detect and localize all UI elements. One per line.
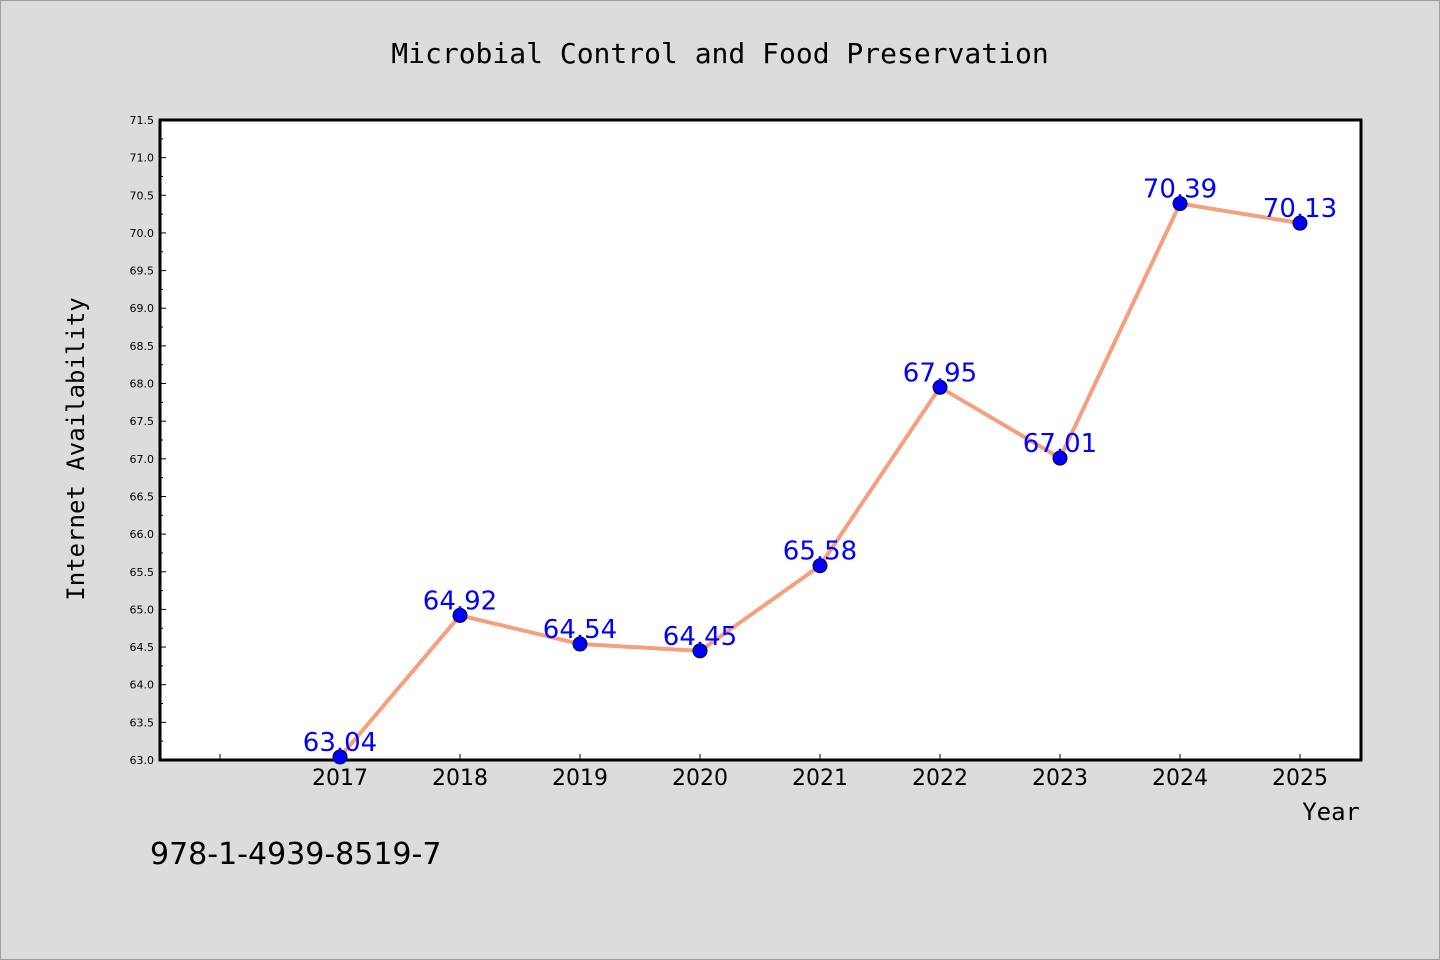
y-tick-label: 66.5 [130, 490, 155, 503]
data-label: 67.01 [1023, 429, 1097, 459]
y-tick-label: 71.0 [130, 152, 155, 165]
data-label: 64.45 [663, 622, 737, 652]
y-tick-label: 67.5 [130, 415, 155, 428]
x-axis-label: Year [1302, 798, 1360, 826]
x-tick-label: 2020 [672, 766, 728, 791]
data-point-marker [1292, 215, 1308, 231]
y-tick-label: 70.0 [130, 227, 155, 240]
data-point-marker [812, 558, 828, 574]
y-tick-label: 69.0 [130, 302, 155, 315]
data-label: 65.58 [783, 537, 857, 567]
data-point-marker [452, 607, 468, 623]
plot-area [158, 118, 1363, 762]
data-point-marker [572, 636, 588, 652]
series-line-group [332, 196, 1308, 765]
data-point-marker [1172, 196, 1188, 212]
y-tick-label: 68.5 [130, 340, 155, 353]
x-tick-label: 2024 [1152, 766, 1208, 791]
y-tick-label: 70.5 [130, 189, 155, 202]
y-tick-label: 69.5 [130, 265, 155, 278]
x-tick-label: 2019 [552, 766, 608, 791]
x-tick-label: 2021 [792, 766, 848, 791]
y-tick-label: 63.5 [130, 716, 155, 729]
isbn-footer-text: 978-1-4939-8519-7 [150, 837, 441, 872]
x-tick-label: 2017 [312, 766, 368, 791]
x-tick-label: 2025 [1272, 766, 1328, 791]
data-point-marker [1052, 450, 1068, 466]
y-tick-label: 65.0 [130, 603, 155, 616]
x-tick-label: 2023 [1032, 766, 1088, 791]
data-label: 70.39 [1143, 175, 1217, 205]
data-label: 63.04 [303, 728, 377, 758]
x-tick-label: 2022 [912, 766, 968, 791]
x-axis: 2017 2018 2019 2020 2021 2022 2023 2024 2025 [219, 754, 1328, 791]
y-tick-label: 71.5 [130, 114, 155, 127]
y-axis: 63.0 63.5 64.0 64.5 65.0 65.5 66.0 66.5 67.0 67.5… [130, 114, 166, 767]
data-point-marker [332, 749, 348, 765]
data-label: 64.54 [543, 615, 617, 645]
data-label: 64.92 [423, 586, 497, 616]
y-tick-label: 63.0 [130, 754, 155, 767]
data-label-group: 63.04 64.92 64.54 64.45 65.58 67.95 67.01 70.39… [303, 175, 1337, 758]
y-tick-label: 64.5 [130, 641, 155, 654]
y-axis-label: Internet Availability [62, 297, 90, 600]
data-label: 70.13 [1263, 194, 1337, 224]
data-point-marker [692, 643, 708, 659]
y-tick-label: 65.5 [130, 566, 155, 579]
y-tick-label: 68.0 [130, 378, 155, 391]
data-label: 67.95 [903, 358, 977, 388]
y-tick-label: 66.0 [130, 528, 155, 541]
y-tick-label: 67.0 [130, 453, 155, 466]
y-tick-label: 64.0 [130, 679, 155, 692]
x-tick-label: 2018 [432, 766, 488, 791]
chart-title: Microbial Control and Food Preservation [391, 37, 1048, 70]
data-point-marker [932, 379, 948, 395]
